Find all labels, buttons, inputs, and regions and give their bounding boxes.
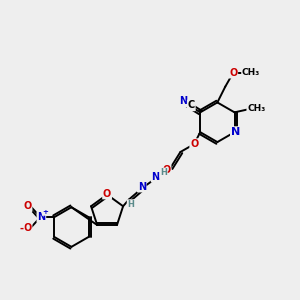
Text: O: O [190,139,198,149]
Text: H: H [160,168,167,177]
Text: O: O [23,223,32,233]
Text: -: - [20,224,24,234]
Text: O: O [229,68,237,78]
Text: N: N [231,127,240,137]
Text: O: O [162,165,171,175]
Text: CH₃: CH₃ [247,104,266,113]
Text: H: H [128,200,134,209]
Text: C: C [188,100,195,110]
Text: +: + [42,209,48,215]
Text: N: N [152,172,160,182]
Text: CH₃: CH₃ [242,68,260,77]
Text: O: O [23,201,32,211]
Text: N: N [138,182,146,192]
Text: O: O [103,189,111,199]
Text: N: N [179,97,188,106]
Text: N: N [37,212,45,222]
